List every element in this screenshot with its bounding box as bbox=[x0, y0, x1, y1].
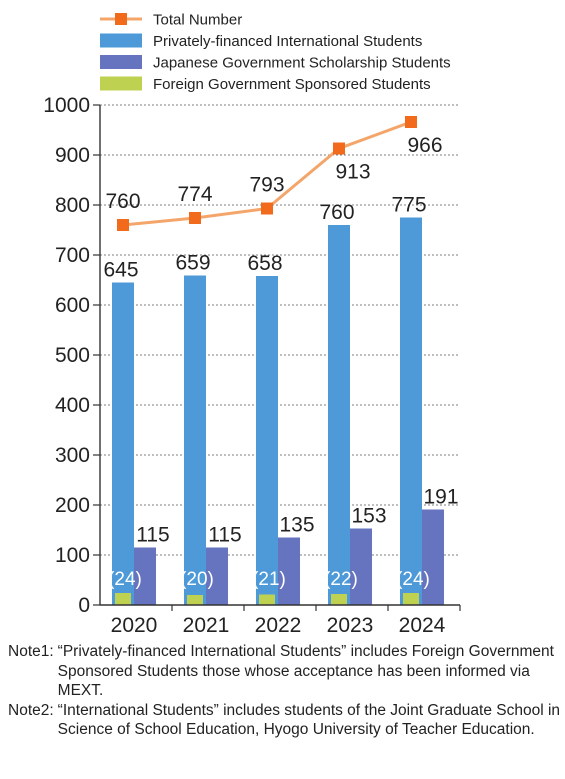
bar-japanese-government bbox=[350, 528, 372, 605]
label-total: 913 bbox=[335, 161, 370, 184]
bar-privately-financed bbox=[400, 217, 422, 605]
label-foreign-government: (20) bbox=[180, 569, 214, 590]
label-privately-financed: 659 bbox=[175, 252, 210, 275]
label-total: 774 bbox=[177, 183, 212, 206]
total-marker bbox=[189, 212, 201, 224]
gridlines bbox=[100, 104, 460, 556]
x-tick-label: 2022 bbox=[255, 614, 302, 637]
x-tick-label: 2023 bbox=[327, 614, 374, 637]
bar-foreign-government bbox=[115, 593, 131, 605]
label-foreign-government: (21) bbox=[252, 569, 286, 590]
label-japanese-government: 135 bbox=[279, 514, 314, 537]
bar-foreign-government bbox=[331, 594, 347, 605]
bar-foreign-government bbox=[259, 594, 275, 605]
label-total: 793 bbox=[249, 174, 284, 197]
y-tick-label: 900 bbox=[55, 144, 90, 167]
label-japanese-government: 115 bbox=[208, 524, 241, 547]
note-2-text: “International Students” includes studen… bbox=[57, 701, 561, 739]
y-tick-label: 600 bbox=[55, 294, 90, 317]
y-tick-label: 800 bbox=[55, 194, 90, 217]
total-marker bbox=[405, 116, 417, 128]
legend-label: Total Number bbox=[153, 12, 242, 29]
legend-label: Foreign Government Sponsored Students bbox=[153, 76, 431, 93]
legend-marker-swatch bbox=[115, 13, 127, 25]
legend-swatch bbox=[100, 55, 142, 69]
bar-privately-financed bbox=[112, 282, 134, 605]
legend-swatch bbox=[100, 76, 142, 91]
label-privately-financed: 658 bbox=[247, 252, 282, 275]
bar-japanese-government bbox=[422, 509, 444, 605]
note-1-label: Note1: bbox=[8, 643, 54, 660]
note-1-text: “Privately-financed International Studen… bbox=[57, 643, 554, 699]
y-tick-label: 100 bbox=[55, 544, 90, 567]
bar-foreign-government bbox=[187, 595, 203, 605]
axes: 0 100 200 300 400 500 600 700 800 900 1000 2020 2021… bbox=[43, 94, 461, 637]
label-japanese-government: 115 bbox=[136, 524, 169, 547]
legend-swatch bbox=[100, 33, 142, 48]
label-privately-financed: 775 bbox=[391, 194, 426, 217]
bar-privately-financed bbox=[328, 225, 350, 605]
label-foreign-government: (24) bbox=[396, 569, 430, 590]
y-tick-label: 1000 bbox=[43, 94, 90, 117]
label-japanese-government: 153 bbox=[351, 505, 386, 528]
y-tick-label: 400 bbox=[55, 394, 90, 417]
chart: Total Number Privately-financed Internati… bbox=[43, 12, 461, 637]
label-foreign-government: (24) bbox=[108, 569, 142, 590]
bar-japanese-government bbox=[206, 547, 228, 605]
y-tick-label: 0 bbox=[78, 594, 90, 617]
notes: Note1: “Privately-financed International… bbox=[8, 642, 560, 740]
x-tick-label: 2020 bbox=[111, 614, 158, 637]
total-marker bbox=[261, 202, 273, 215]
note-2: Note2: “International Students” includes… bbox=[8, 701, 560, 740]
y-tick-label: 500 bbox=[55, 344, 90, 367]
total-line bbox=[117, 116, 417, 231]
bar-privately-financed bbox=[184, 275, 206, 605]
label-total: 966 bbox=[407, 134, 442, 157]
bar-foreign-government bbox=[403, 593, 419, 605]
x-tick-label: 2021 bbox=[183, 614, 230, 637]
data-labels: 645 115 (24) 659 115 (20) 658 135 (21) 760 153 (22)… bbox=[103, 134, 458, 590]
total-marker bbox=[333, 142, 345, 155]
label-privately-financed: 760 bbox=[319, 201, 354, 224]
note-1: Note1: “Privately-financed International… bbox=[8, 642, 560, 701]
legend-label: Japanese Government Scholarship Students bbox=[153, 55, 451, 72]
label-japanese-government: 191 bbox=[423, 486, 458, 509]
legend: Total Number Privately-financed Internati… bbox=[100, 12, 451, 93]
x-tick-label: 2024 bbox=[399, 614, 446, 637]
label-privately-financed: 645 bbox=[103, 259, 138, 282]
note-2-label: Note2: bbox=[8, 701, 54, 719]
bar-privately-financed bbox=[256, 276, 278, 605]
y-tick-label: 200 bbox=[55, 494, 90, 517]
bar-japanese-government bbox=[134, 547, 156, 605]
bars bbox=[112, 217, 444, 605]
y-tick-label: 300 bbox=[55, 444, 90, 467]
label-total: 760 bbox=[105, 190, 140, 213]
bar-japanese-government bbox=[278, 537, 300, 605]
label-foreign-government: (22) bbox=[324, 569, 358, 590]
legend-label: Privately-financed International Student… bbox=[153, 33, 422, 50]
y-tick-label: 700 bbox=[55, 244, 90, 267]
total-marker bbox=[117, 219, 129, 231]
